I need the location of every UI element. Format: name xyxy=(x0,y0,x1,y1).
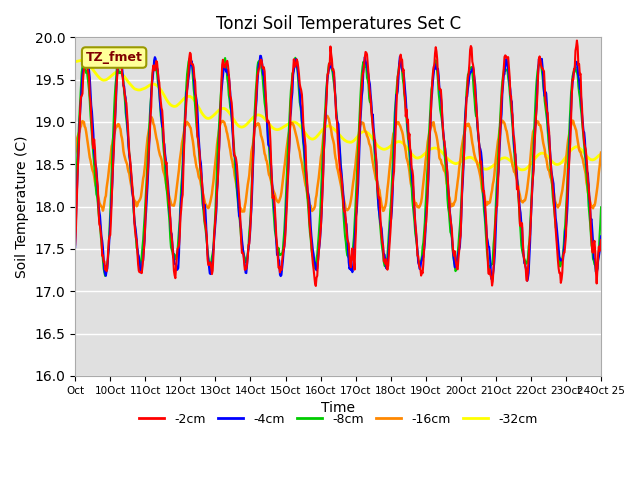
Title: Tonzi Soil Temperatures Set C: Tonzi Soil Temperatures Set C xyxy=(216,15,461,33)
Text: TZ_fmet: TZ_fmet xyxy=(86,51,143,64)
X-axis label: Time: Time xyxy=(321,401,355,415)
Y-axis label: Soil Temperature (C): Soil Temperature (C) xyxy=(15,135,29,278)
Legend: -2cm, -4cm, -8cm, -16cm, -32cm: -2cm, -4cm, -8cm, -16cm, -32cm xyxy=(134,408,542,431)
